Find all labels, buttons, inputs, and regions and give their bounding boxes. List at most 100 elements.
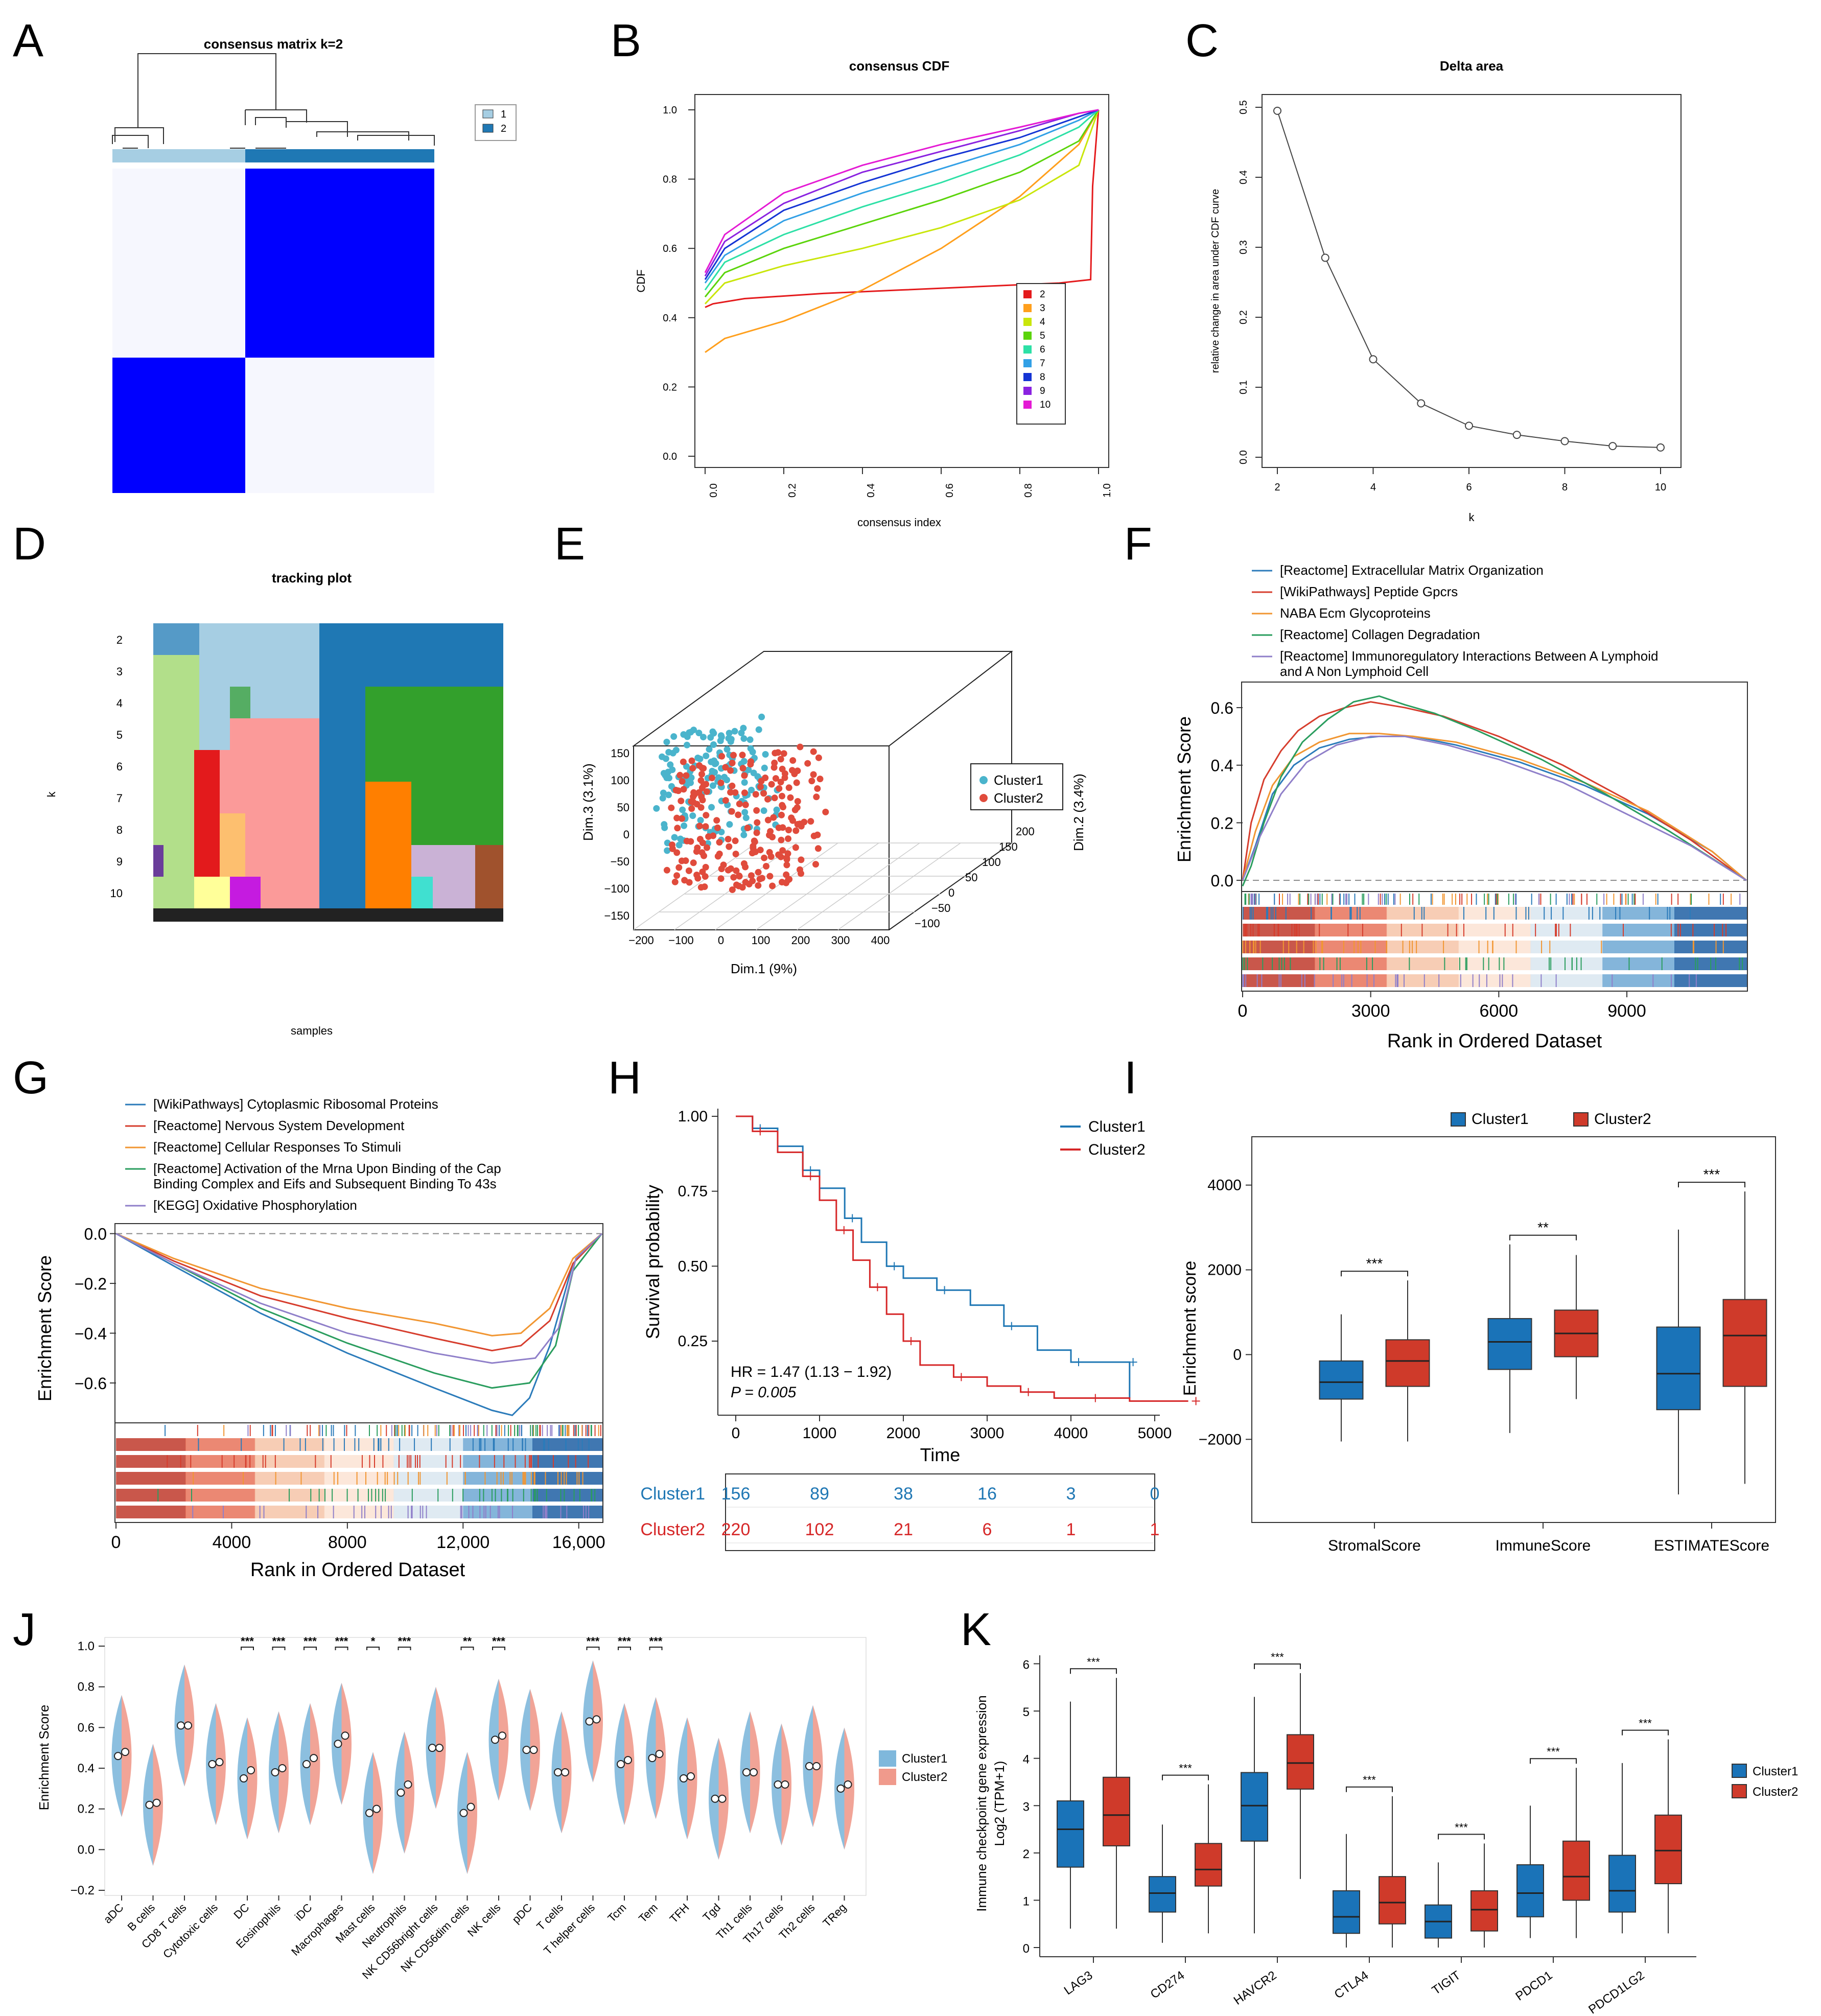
panel-k-sig-bracket (1622, 1729, 1669, 1736)
panel-e-point (815, 754, 822, 761)
panel-h-ylabel: Survival probability (642, 1185, 663, 1339)
panel-e-point (672, 746, 680, 754)
panel-h-censor (756, 1127, 764, 1136)
panel-f-ytick-label: 0.0 (1211, 872, 1233, 890)
panel-b-xtick-label: 0.4 (866, 483, 877, 498)
panel-j-xtick-label: DC (231, 1901, 251, 1921)
panel-e-xtick-label: −200 (628, 934, 654, 947)
panel-e-point (791, 806, 799, 813)
panel-e-point (663, 866, 670, 874)
panel-f-rank-band (1458, 957, 1531, 970)
panel-b-legend-swatch (1023, 373, 1032, 381)
panel-e-point (665, 791, 672, 799)
panel-c-ylabel: relative change in area under CDF curve (1210, 189, 1221, 373)
panel-d-seg (230, 687, 250, 718)
panel-e-point (777, 779, 784, 786)
panel-e-point (723, 746, 731, 753)
panel-g-series-line (115, 1233, 603, 1389)
panel-f-rank-band (1602, 957, 1675, 970)
panel-j-xtick-label: NK cells (465, 1901, 503, 1939)
panel-j-sig-bracket (304, 1647, 317, 1650)
panel-f-legend-label: [Reactome] Immunoregulatory Interactions… (1280, 648, 1658, 664)
panel-k-box (1379, 1876, 1406, 1925)
panel-b-xtick-label: 0.6 (944, 483, 955, 498)
panel-d-seg (319, 655, 365, 687)
panel-e-point (785, 835, 791, 842)
panel-f-rank-band (1386, 941, 1459, 953)
panel-k-sig-label: *** (1179, 1762, 1192, 1775)
panel-g-rank-band (185, 1472, 255, 1485)
panel-j-median-c2 (844, 1780, 852, 1789)
panel-h-ticks: 0 1000 2000 3000 4000 5000 1.00 0.75 0.50 0.25 (678, 1108, 1172, 1442)
panel-g-xtick-label: 4000 (213, 1533, 251, 1552)
panel-h-xtick-label: 4000 (1054, 1425, 1088, 1442)
panel-j-sig-bracket (492, 1647, 505, 1650)
panel-e-point (671, 834, 678, 841)
panel-b-legend-label: 7 (1040, 358, 1045, 369)
panel-h-risk-value: 38 (894, 1484, 913, 1504)
panel-j-ytick-label: 0.6 (78, 1721, 95, 1734)
panel-j-median-c2 (152, 1798, 161, 1807)
panel-b-legend-label: 8 (1040, 372, 1045, 383)
panel-d-seg (199, 655, 319, 687)
panel-h-censor (890, 1262, 899, 1271)
panel-e-ytick-label: 100 (611, 774, 629, 787)
panel-e-point (711, 760, 718, 767)
panel-e-point (705, 833, 712, 840)
panel-i-ytick-label: 2000 (1207, 1262, 1242, 1279)
panel-k-box (1149, 1876, 1176, 1913)
panel-e-point (745, 766, 752, 773)
panel-g-rank-band (185, 1438, 255, 1451)
panel-e-point (714, 853, 721, 860)
panel-h-risk-value: 1 (1150, 1520, 1160, 1539)
panel-c-xtick-label: 8 (1562, 482, 1568, 493)
panel-i-ticks: 4000 2000 0 −2000 StromalScore ImmuneScore EST… (1199, 1177, 1769, 1554)
panel-g-legend-label: Binding Complex and Eifs and Subsequent … (153, 1176, 497, 1191)
panel-e-legend-marker-cluster1 (979, 776, 988, 784)
panel-e-ticks: −200 −100 0 100 200 300 400 −150 −100 −50 0 50 100 15… (604, 747, 1034, 947)
panel-e-point (742, 814, 750, 822)
panel-e-point (741, 779, 748, 786)
panel-j-median-c1 (114, 1752, 122, 1761)
panel-e-point (695, 730, 703, 737)
panel-d-seg (220, 845, 245, 877)
panel-a-legend: 1 2 (475, 104, 517, 141)
panel-b-xtick-label: 0.2 (787, 483, 798, 498)
panel-d-seg (365, 655, 503, 687)
panel-h-legend-label: Cluster1 (1088, 1118, 1146, 1135)
panel-j-sig-label: * (371, 1635, 376, 1648)
panel-i-ylabel: Enrichment score (1180, 1261, 1200, 1396)
panel-b-xtick-label: 0.8 (1023, 483, 1034, 498)
panel-d-tracking-plot: tracking plot samples k 2 3 4 5 6 7 8 9 10 (45, 570, 503, 1037)
panel-d-seg (220, 782, 319, 813)
panel-j-median-c1 (271, 1768, 279, 1776)
panel-e-point (707, 734, 714, 741)
panel-b-series (704, 109, 1100, 353)
panel-a-cluster2-bar (245, 149, 434, 162)
panel-letter-B: B (611, 15, 641, 66)
panel-e-point (771, 759, 778, 766)
panel-k-sig-label: *** (1455, 1821, 1468, 1834)
panel-letter-J: J (13, 1604, 36, 1655)
panel-j-xtick-label: Tcm (605, 1901, 628, 1925)
panel-g-legend-label: [Reactome] Nervous System Development (153, 1118, 405, 1133)
panel-a-legend-label-1: 1 (501, 109, 506, 120)
panel-e-point (787, 794, 794, 801)
panel-e-point (813, 793, 820, 801)
panel-d-xlabel: samples (291, 1024, 333, 1037)
panel-e-ytick-label: −150 (604, 909, 629, 922)
panel-j-xtick-label: Tem (636, 1901, 660, 1925)
panel-j-median-c1 (774, 1780, 782, 1789)
panel-e-point (758, 778, 765, 785)
panel-g-rank-band (324, 1472, 394, 1485)
panel-d-seg (319, 718, 365, 750)
panel-i-plot-frame (1251, 1136, 1776, 1523)
panel-h-ytick-label: 1.00 (678, 1108, 708, 1125)
panel-j-violin-right (341, 1682, 352, 1805)
panel-f-rank-band (1530, 941, 1603, 953)
panel-d-row-label: 9 (116, 855, 123, 868)
panel-g-rank-band (116, 1438, 186, 1451)
panel-c-ytick-label: 0.4 (1238, 170, 1249, 184)
panel-e-point (751, 837, 758, 845)
panel-e-point (711, 769, 718, 776)
